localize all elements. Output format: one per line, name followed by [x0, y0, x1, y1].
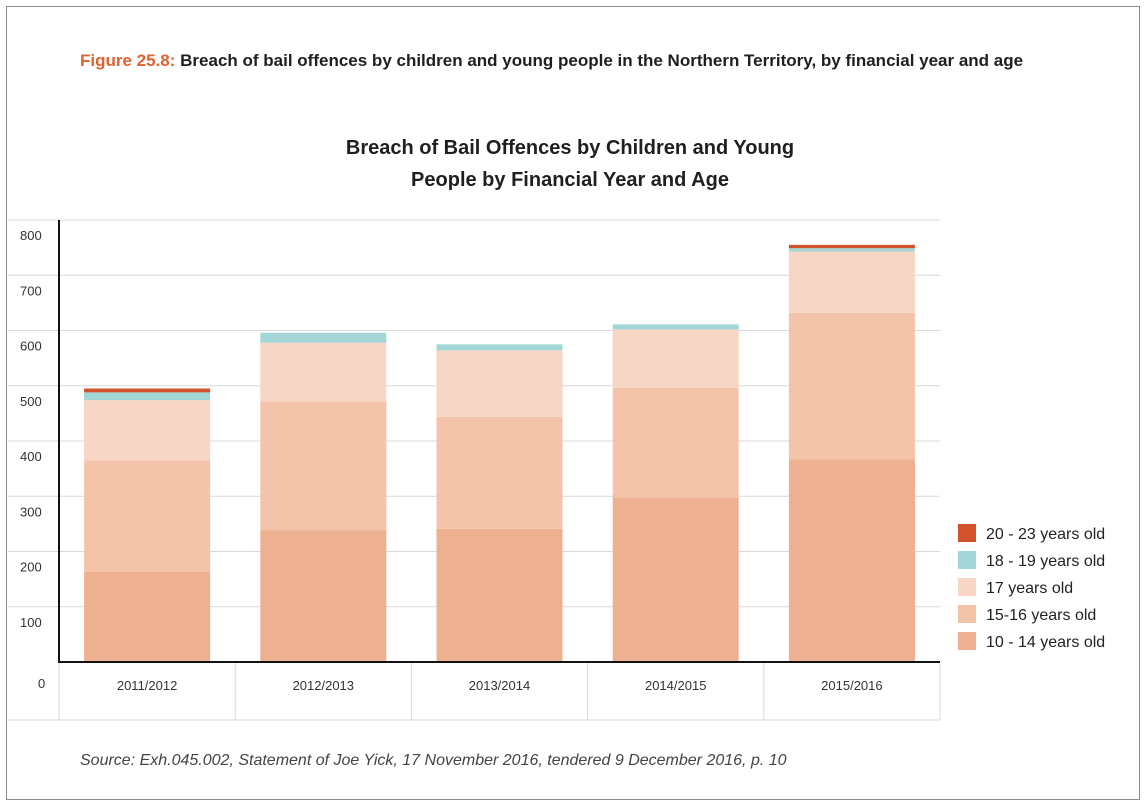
bar-segment: [612, 497, 739, 662]
bar-segment: [612, 329, 739, 388]
legend-swatch: [958, 578, 976, 596]
bar-segment: [260, 401, 387, 531]
chart-title-line-1: Breach of Bail Offences by Children and …: [345, 137, 795, 159]
y-tick-label-100: 100: [20, 615, 42, 630]
bar-segment: [612, 324, 739, 330]
legend-label: 17 years old: [986, 580, 1073, 597]
chart-title-line-2: People by Financial Year and Age: [411, 169, 729, 191]
legend-swatch: [958, 605, 976, 623]
y-tick-label-400: 400: [20, 449, 42, 464]
legend-swatch: [958, 524, 976, 542]
x-tick-label: 2012/2013: [293, 678, 354, 693]
bar-segment: [84, 460, 211, 572]
legend-swatch: [958, 551, 976, 569]
bar-segment: [436, 416, 563, 529]
bar-segment: [84, 392, 211, 401]
legend-label: 18 - 19 years old: [986, 553, 1105, 570]
bar-segment: [260, 530, 387, 662]
bar-segment: [788, 459, 915, 662]
bar-segment: [260, 332, 387, 343]
x-tick-label: 2014/2015: [645, 678, 706, 693]
y-tick-label-300: 300: [20, 504, 42, 519]
figure-caption-text: Breach of bail offences by children and …: [180, 51, 1024, 70]
bar-segment: [612, 387, 739, 498]
bar-segment: [84, 571, 211, 662]
x-tick-label: 2013/2014: [469, 678, 530, 693]
bar-segment: [788, 244, 915, 249]
bar-segment: [436, 350, 563, 417]
bar-segment: [84, 388, 211, 393]
bar-segment: [788, 312, 915, 460]
y-tick-label-500: 500: [20, 394, 42, 409]
y-tick-label-600: 600: [20, 339, 42, 354]
figure-caption: Figure 25.8: Breach of bail offences by …: [80, 44, 1080, 78]
x-tick-label: 2011/2012: [117, 678, 178, 693]
legend-label: 20 - 23 years old: [986, 526, 1105, 543]
figure-number: Figure 25.8:: [80, 51, 176, 70]
bar-segment: [436, 528, 563, 662]
x-tick-label: 2015/2016: [821, 678, 882, 693]
source-note: Source: Exh.045.002, Statement of Joe Yi…: [80, 752, 787, 769]
bar-segment: [788, 248, 915, 252]
legend-label: 15-16 years old: [986, 607, 1096, 624]
bar-segment: [436, 344, 563, 351]
y-tick-label-700: 700: [20, 283, 42, 298]
legend-label: 10 - 14 years old: [986, 634, 1105, 651]
bar-segment: [260, 342, 387, 402]
y-tick-label-200: 200: [20, 560, 42, 575]
chart-title: Breach of Bail Offences by Children and …: [230, 132, 910, 196]
y-tick-label-800: 800: [20, 228, 42, 243]
bar-segment: [84, 400, 211, 461]
y-tick-label-0: 0: [38, 676, 45, 691]
legend-swatch: [958, 632, 976, 650]
bar-segment: [788, 251, 915, 313]
